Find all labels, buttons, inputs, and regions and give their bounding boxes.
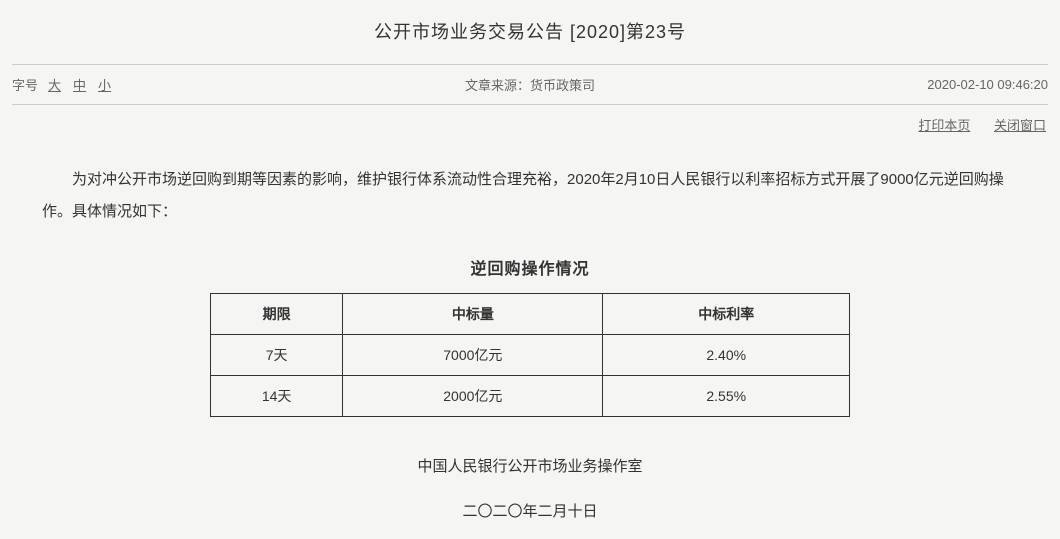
source-value: 货币政策司	[530, 78, 595, 93]
cell-rate: 2.55%	[603, 376, 850, 417]
table-title: 逆回购操作情况	[12, 237, 1048, 293]
footer-date: 二〇二〇年二月十日	[12, 484, 1048, 521]
timestamp: 2020-02-10 09:46:20	[927, 77, 1048, 92]
meta-wrapper: 字号 大 中 小 文章来源：货币政策司 2020-02-10 09:46:20	[12, 65, 1048, 104]
cell-volume: 7000亿元	[343, 335, 603, 376]
font-size-label: 字号	[12, 75, 38, 94]
cell-rate: 2.40%	[603, 335, 850, 376]
col-rate: 中标利率	[603, 294, 850, 335]
cell-term: 14天	[211, 376, 343, 417]
table-wrap: 期限 中标量 中标利率 7天 7000亿元 2.40% 14天 2000亿元 2…	[12, 293, 1048, 437]
table-row: 14天 2000亿元 2.55%	[211, 376, 850, 417]
source-label: 文章来源：	[465, 78, 530, 93]
font-size-small[interactable]: 小	[98, 75, 111, 94]
col-term: 期限	[211, 294, 343, 335]
font-size-controls: 字号 大 中 小	[12, 75, 117, 94]
document-container: 公开市场业务交易公告 [2020]第23号 字号 大 中 小 文章来源：货币政策…	[0, 0, 1060, 521]
font-size-medium[interactable]: 中	[73, 75, 86, 94]
table-row: 7天 7000亿元 2.40%	[211, 335, 850, 376]
meta-row: 字号 大 中 小 文章来源：货币政策司 2020-02-10 09:46:20	[12, 65, 1048, 104]
cell-volume: 2000亿元	[343, 376, 603, 417]
footer-org: 中国人民银行公开市场业务操作室	[12, 437, 1048, 484]
table-header-row: 期限 中标量 中标利率	[211, 294, 850, 335]
cell-term: 7天	[211, 335, 343, 376]
reverse-repo-table: 期限 中标量 中标利率 7天 7000亿元 2.40% 14天 2000亿元 2…	[210, 293, 850, 417]
close-link[interactable]: 关闭窗口	[994, 118, 1046, 133]
col-volume: 中标量	[343, 294, 603, 335]
source-info: 文章来源：货币政策司	[465, 75, 595, 94]
action-row: 打印本页 关闭窗口	[12, 105, 1048, 144]
body-paragraph: 为对冲公开市场逆回购到期等因素的影响，维护银行体系流动性合理充裕，2020年2月…	[12, 144, 1048, 237]
font-size-large[interactable]: 大	[48, 75, 61, 94]
page-title: 公开市场业务交易公告 [2020]第23号	[12, 0, 1048, 64]
print-link[interactable]: 打印本页	[918, 118, 970, 133]
